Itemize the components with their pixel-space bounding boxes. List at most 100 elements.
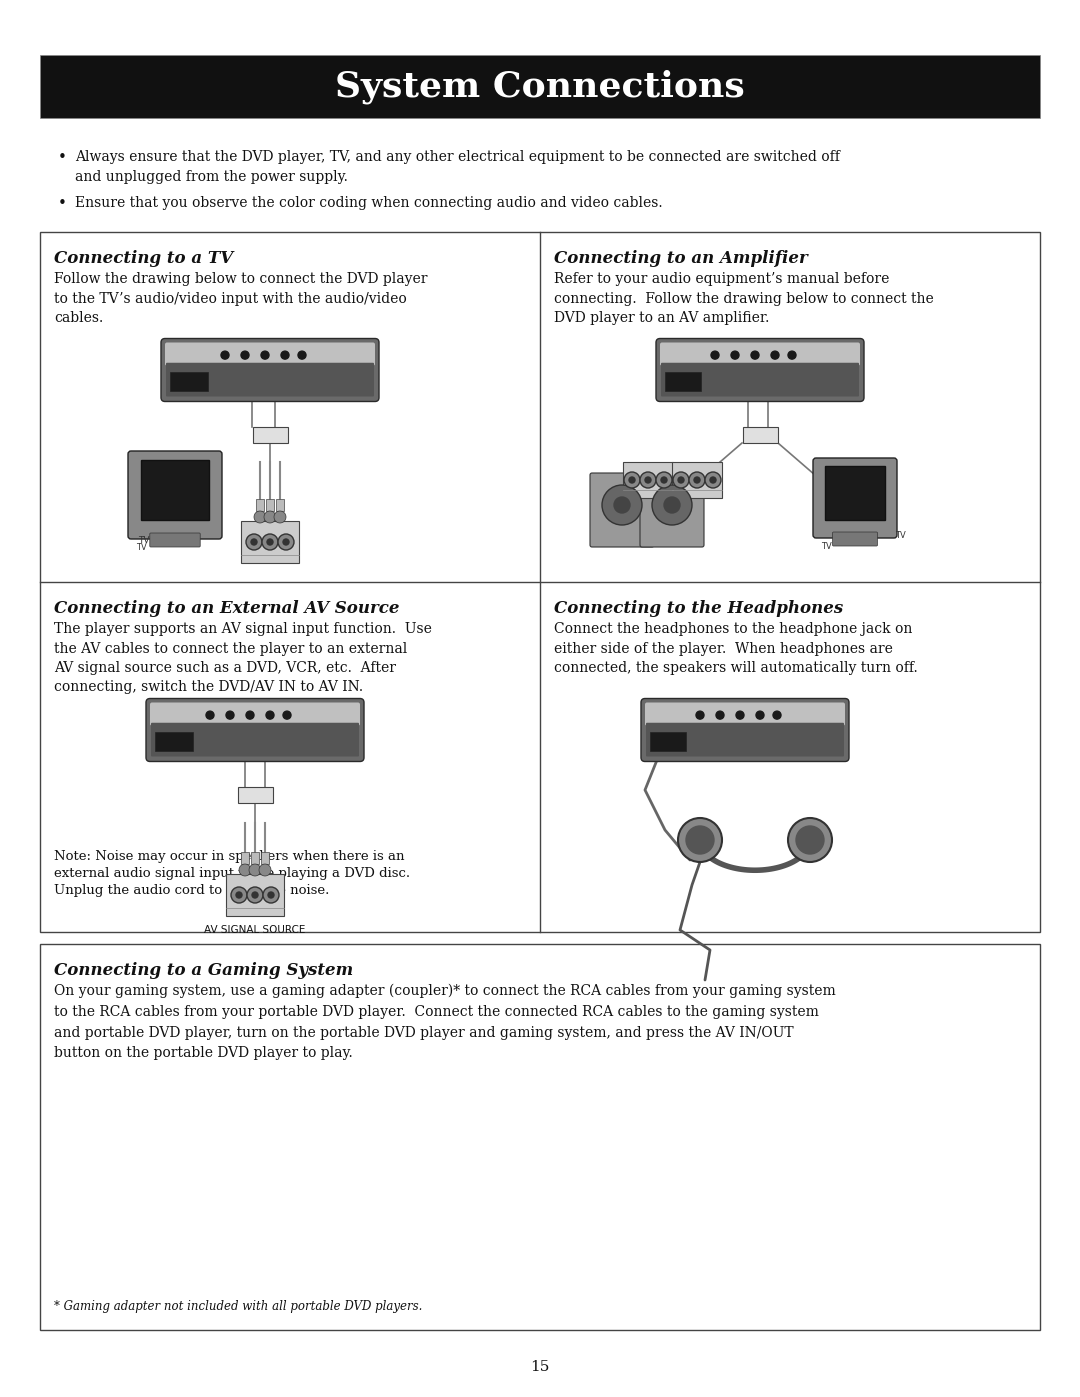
FancyBboxPatch shape	[590, 474, 654, 548]
Circle shape	[261, 351, 269, 359]
Circle shape	[705, 472, 721, 488]
Bar	[241, 521, 299, 563]
FancyBboxPatch shape	[642, 698, 849, 761]
FancyBboxPatch shape	[646, 722, 843, 757]
Circle shape	[266, 711, 274, 719]
Bar	[253, 427, 287, 443]
FancyBboxPatch shape	[661, 363, 859, 397]
Circle shape	[696, 711, 704, 719]
Bar	[261, 852, 269, 863]
Text: Connect the headphones to the headphone jack on
either side of the player.  When: Connect the headphones to the headphone …	[554, 622, 918, 675]
Text: The player supports an AV signal input function.  Use
the AV cables to connect t: The player supports an AV signal input f…	[54, 622, 432, 694]
Circle shape	[241, 351, 249, 359]
Bar	[825, 467, 886, 520]
Circle shape	[602, 485, 642, 525]
Bar	[623, 462, 673, 497]
Circle shape	[239, 863, 251, 876]
Circle shape	[689, 472, 705, 488]
Circle shape	[274, 511, 286, 522]
Text: Connecting to a Gaming System: Connecting to a Gaming System	[54, 963, 353, 979]
Bar	[665, 372, 701, 391]
Bar	[40, 54, 1040, 117]
Circle shape	[264, 887, 279, 902]
FancyBboxPatch shape	[813, 458, 897, 538]
Circle shape	[246, 711, 254, 719]
Circle shape	[652, 485, 692, 525]
Bar	[672, 462, 723, 497]
Circle shape	[773, 711, 781, 719]
Circle shape	[249, 863, 261, 876]
Text: and unplugged from the power supply.: and unplugged from the power supply.	[75, 170, 348, 184]
Text: Ensure that you observe the color coding when connecting audio and video cables.: Ensure that you observe the color coding…	[75, 196, 663, 210]
Circle shape	[686, 826, 714, 854]
Circle shape	[664, 497, 680, 513]
FancyBboxPatch shape	[640, 474, 704, 548]
Bar	[256, 499, 264, 511]
Circle shape	[645, 476, 651, 483]
Circle shape	[268, 893, 274, 898]
Circle shape	[629, 476, 635, 483]
FancyBboxPatch shape	[656, 338, 864, 401]
Circle shape	[246, 534, 262, 550]
Bar	[40, 232, 1040, 932]
Bar	[266, 499, 274, 511]
Circle shape	[252, 893, 258, 898]
Circle shape	[678, 476, 684, 483]
Text: Connecting to the Headphones: Connecting to the Headphones	[554, 599, 843, 617]
Text: System Connections: System Connections	[335, 70, 745, 103]
FancyBboxPatch shape	[150, 534, 200, 548]
Circle shape	[206, 711, 214, 719]
Text: Always ensure that the DVD player, TV, and any other electrical equipment to be : Always ensure that the DVD player, TV, a…	[75, 149, 840, 163]
Text: 15: 15	[530, 1361, 550, 1375]
Bar	[156, 732, 193, 752]
Circle shape	[283, 711, 291, 719]
Circle shape	[615, 497, 630, 513]
Text: Connecting to an Amplifier: Connecting to an Amplifier	[554, 250, 808, 267]
Circle shape	[788, 819, 832, 862]
Bar	[251, 852, 259, 863]
FancyBboxPatch shape	[645, 703, 845, 726]
Circle shape	[226, 711, 234, 719]
Text: TV: TV	[895, 531, 906, 541]
Bar	[170, 372, 207, 391]
Bar	[743, 427, 778, 443]
FancyBboxPatch shape	[833, 532, 877, 546]
FancyBboxPatch shape	[146, 698, 364, 761]
Circle shape	[756, 711, 764, 719]
Bar	[140, 461, 210, 520]
Circle shape	[259, 863, 271, 876]
Circle shape	[281, 351, 289, 359]
Circle shape	[771, 351, 779, 359]
Bar	[241, 852, 249, 863]
Circle shape	[267, 539, 273, 545]
FancyBboxPatch shape	[166, 363, 374, 397]
Circle shape	[251, 539, 257, 545]
Circle shape	[254, 511, 266, 522]
Circle shape	[262, 534, 278, 550]
Circle shape	[231, 887, 247, 902]
Circle shape	[264, 511, 276, 522]
Circle shape	[731, 351, 739, 359]
Circle shape	[278, 534, 294, 550]
Circle shape	[624, 472, 640, 488]
Text: AV SIGNAL SOURCE: AV SIGNAL SOURCE	[204, 925, 306, 935]
Text: Follow the drawing below to connect the DVD player
to the TV’s audio/video input: Follow the drawing below to connect the …	[54, 272, 428, 326]
Circle shape	[678, 819, 723, 862]
Circle shape	[694, 476, 700, 483]
FancyBboxPatch shape	[150, 703, 360, 726]
Circle shape	[298, 351, 306, 359]
Circle shape	[221, 351, 229, 359]
Circle shape	[283, 539, 289, 545]
Circle shape	[751, 351, 759, 359]
Circle shape	[237, 893, 242, 898]
Text: •: •	[58, 149, 67, 165]
Circle shape	[735, 711, 744, 719]
Circle shape	[710, 476, 716, 483]
Bar	[40, 944, 1040, 1330]
FancyBboxPatch shape	[129, 451, 222, 539]
FancyBboxPatch shape	[660, 342, 860, 366]
Text: TV: TV	[138, 536, 149, 545]
Text: Connecting to a TV: Connecting to a TV	[54, 250, 233, 267]
Bar	[238, 787, 272, 803]
Bar	[276, 499, 284, 511]
